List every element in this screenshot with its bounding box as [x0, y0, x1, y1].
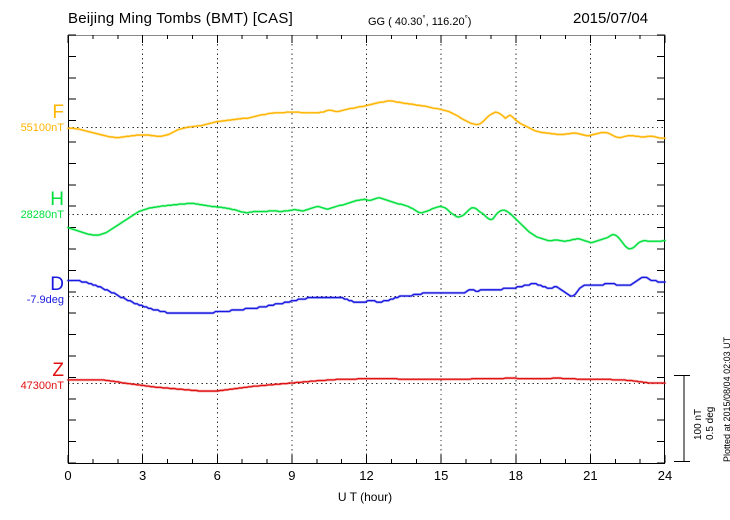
component-baseline-h: 28280nT [20, 208, 64, 221]
grid-lines [142, 35, 591, 463]
x-tick-6: 6 [213, 468, 221, 483]
degree-icon-1: ° [422, 14, 426, 23]
geo-prefix: GG ( 40.30 [368, 16, 423, 28]
scale-bar-label-nt: 100 nT [693, 408, 704, 440]
degree-icon-2: ° [464, 14, 468, 23]
x-tick-0: 0 [64, 468, 72, 483]
data-traces [66, 99, 667, 393]
scale-bar [674, 374, 690, 463]
axis-ticks [67, 34, 666, 464]
x-tick-21: 21 [583, 468, 598, 483]
baseline-reference-lines [68, 127, 665, 384]
component-symbol-f: F [52, 102, 64, 123]
component-symbol-d: D [50, 274, 64, 295]
component-label-d: D -7.9deg [0, 275, 70, 306]
x-axis-title: U T (hour) [337, 490, 393, 504]
component-symbol-h: H [50, 189, 64, 210]
component-symbol-z: Z [52, 360, 64, 381]
component-baseline-f: 55100nT [20, 121, 64, 134]
geo-suffix: ) [467, 16, 472, 28]
geographic-coordinates: GG ( 40.30°, 116.20°) [368, 14, 471, 28]
x-tick-12: 12 [359, 468, 374, 483]
observation-date: 2015/07/04 [573, 10, 649, 27]
plotted-at-timestamp: Plotted at 2015/08/04 02:03 UT [722, 336, 730, 462]
x-tick-18: 18 [508, 468, 523, 483]
x-tick-3: 3 [139, 468, 147, 483]
station-title: Beijing Ming Tombs (BMT) [CAS] [68, 10, 293, 27]
component-label-h: H 28280nT [0, 190, 70, 221]
component-baseline-d: -7.9deg [26, 293, 64, 306]
x-tick-9: 9 [288, 468, 296, 483]
component-label-z: Z 47300nT [0, 361, 70, 392]
component-label-f: F 55100nT [0, 103, 70, 134]
x-tick-24: 24 [657, 468, 673, 483]
component-baseline-z: 47300nT [20, 379, 64, 392]
geo-mid: , 116.20 [425, 16, 465, 28]
scale-bar-label-deg: 0.5 deg [705, 406, 716, 440]
x-tick-15: 15 [433, 468, 449, 483]
